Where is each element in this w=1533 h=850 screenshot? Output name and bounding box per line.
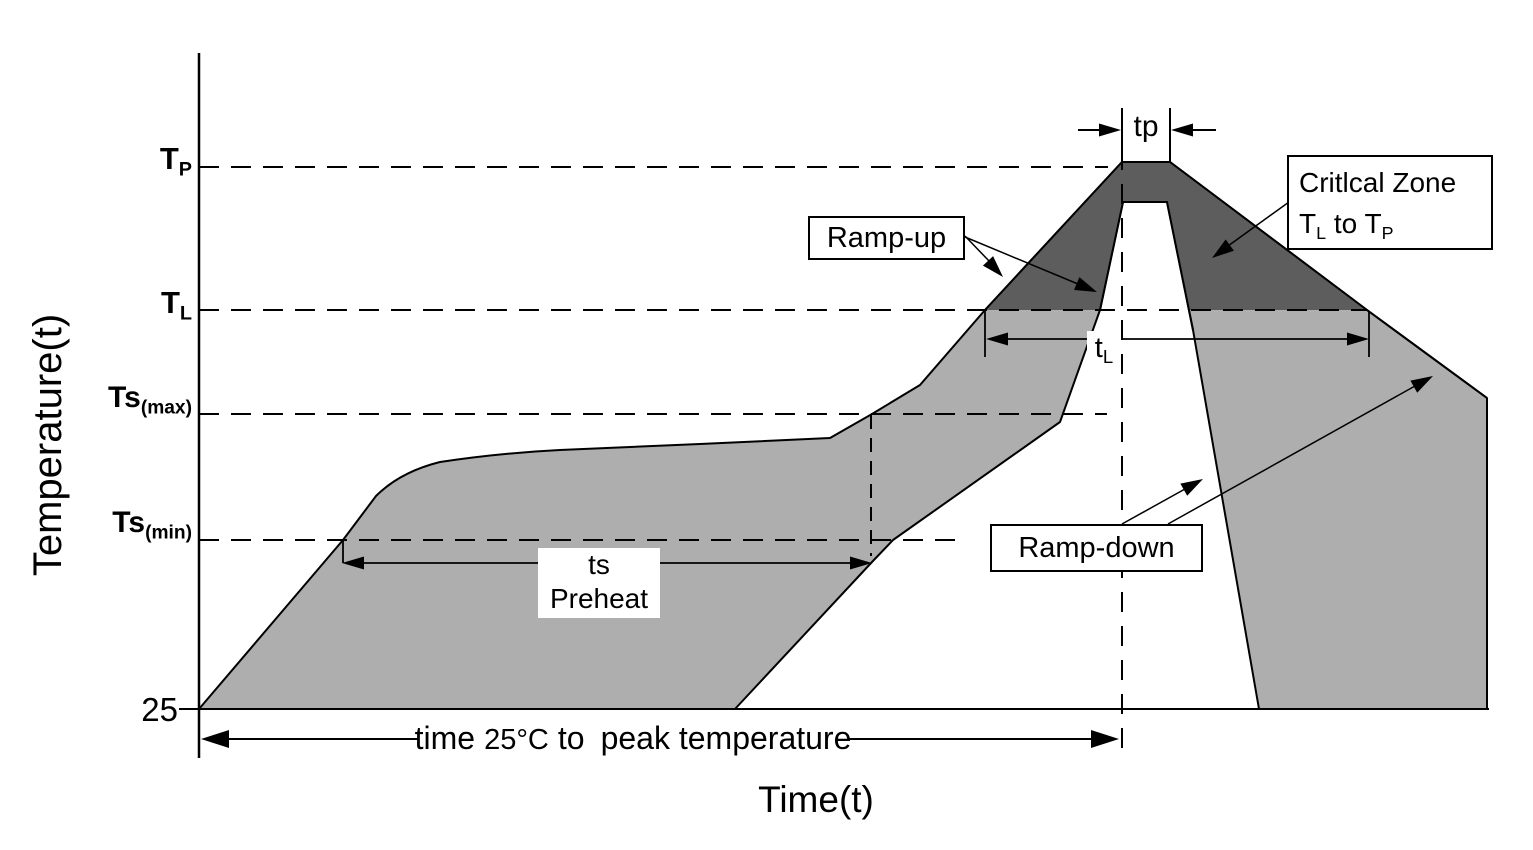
time-to-peak-part1: time [414,720,476,756]
y-label-tsmax-main: Ts [108,381,141,414]
soak-label-ts: ts [588,549,610,580]
y-label-tl-sub: L [179,302,192,325]
ts-left-arrowhead [342,556,364,570]
tl-duration-main: t [1094,332,1103,364]
time-to-peak-part2: 25°C [484,724,549,756]
ramp-up-leader-1 [964,235,991,263]
ramp-up-label-box: Ramp-up [808,216,965,260]
y-label-tp-sub: P [178,158,192,181]
critical-zone-sub1: L [1316,222,1327,243]
tl-left-arrowhead [986,332,1008,346]
soak-label: ts Preheat [538,548,660,618]
critical-zone-arrowhead [1212,239,1234,258]
y-label-tp: TP [40,141,192,182]
critical-zone-mid: to [1326,208,1365,239]
tp-right-arrowhead [1171,123,1193,137]
time-to-peak-part4: peak temperature [600,720,852,756]
notch-boundary-line [1099,201,1194,331]
y-label-25: 25 [141,691,178,728]
y-label-tsmin-main: Ts [112,506,146,539]
tl-duration-label: tL [1087,331,1121,368]
ramp-down-leader-1 [1121,488,1186,525]
tp-duration-label: tp [1133,110,1159,143]
time-to-peak-left-arrowhead [201,730,229,748]
x-axis-title: Time(t) [758,779,874,820]
y-label-tsmax: Ts(max) [40,381,192,419]
ramp-down-arrowhead-1 [1180,479,1203,496]
y-label-tl: TL [40,285,192,326]
critical-zone-t1: T [1299,208,1317,239]
tl-right-arrowhead [1347,332,1369,346]
ramp-down-leader-2 [1167,385,1416,525]
ramp-up-leader-2 [964,236,1079,285]
critical-zone-line2: TL to TP [1299,203,1491,254]
time-to-peak-right-arrowhead [1091,730,1119,748]
critical-zone-label-box: Critlcal Zone TL to TP [1287,155,1493,250]
y-label-tp-main: T [159,141,179,176]
y-label-tsmax-sub: (max) [140,397,192,419]
ramp-down-arrowhead-2 [1410,376,1433,393]
y-label-tsmin: Ts(min) [40,506,192,544]
time-to-peak-label: time 25°C to peak temperature [414,720,851,759]
ts-right-arrowhead [850,556,872,570]
y-label-tsmin-sub: (min) [145,522,192,544]
time-to-peak-part3: to [557,720,585,756]
ramp-up-arrowhead-2 [1074,277,1097,292]
critical-zone-region [985,162,1367,310]
critical-zone-line1: Critlcal Zone [1299,167,1457,198]
ramp-up-arrowhead-1 [982,256,1003,277]
soak-label-preheat: Preheat [549,583,649,614]
y-label-tl-main: T [160,285,180,320]
ramp-down-label-box: Ramp-down [990,524,1203,572]
tp-left-arrowhead [1099,123,1121,137]
critical-zone-leader [1227,201,1290,247]
critical-zone-t2: T [1364,208,1382,239]
tl-duration-sub: L [1102,346,1114,368]
critical-zone-sub2: P [1381,222,1394,243]
